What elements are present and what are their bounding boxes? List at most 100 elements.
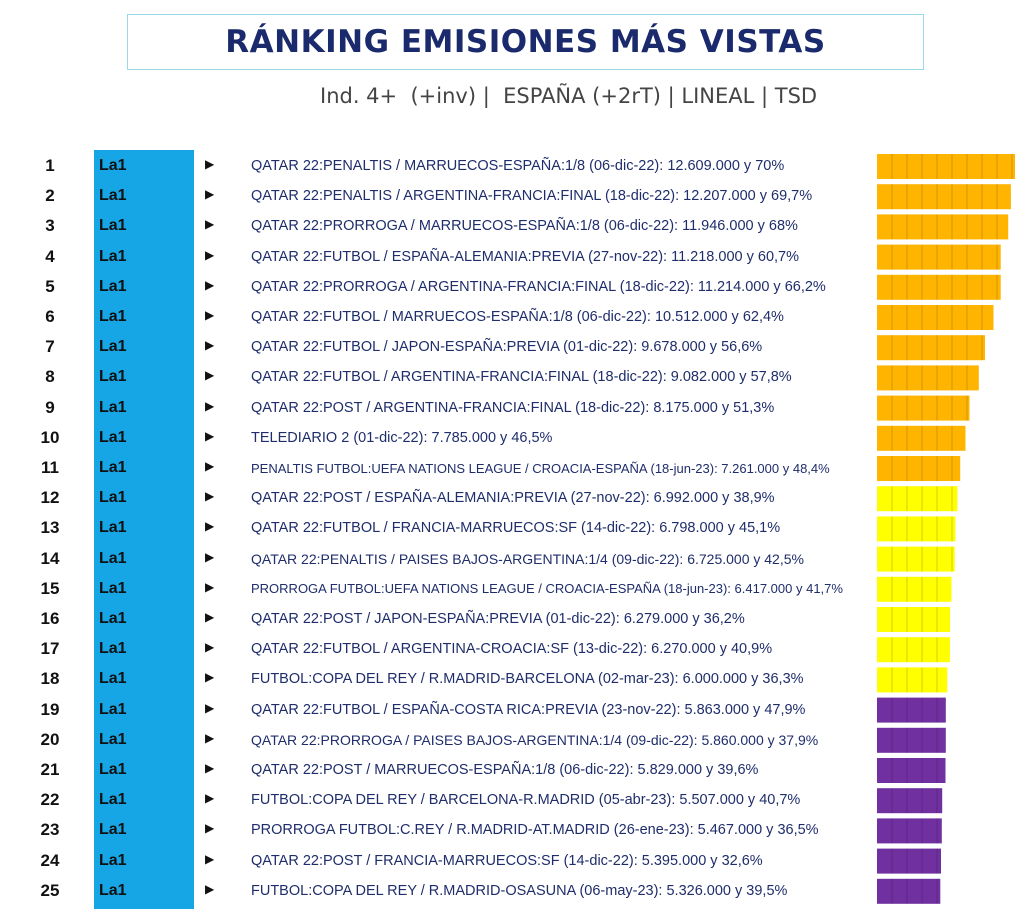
program-label: QATAR 22:PRORROGA / MARRUECOS-ESPAÑA:1/8…	[251, 218, 798, 235]
ranking-row: 1 La1 ▶ QATAR 22:PENALTIS / MARRUECOS-ESPAÑ…	[0, 151, 1024, 181]
arrow-right-icon: ▶	[205, 579, 215, 594]
arrow-right-icon: ▶	[205, 308, 215, 322]
arrow-right-icon: ▶	[205, 549, 215, 564]
program-label: QATAR 22:POST / ARGENTINA-FRANCIA:FINAL …	[251, 399, 775, 416]
arrow-right-icon: ▶	[205, 730, 215, 745]
ranking-row: 2 La1 ▶ QATAR 22:PENALTIS / ARGENTINA-FRANC…	[0, 181, 1024, 211]
rank-number: 6	[45, 307, 55, 326]
channel-label: La1	[99, 670, 127, 688]
arrow-right-icon: ▶	[205, 791, 215, 806]
arrow-right-icon: ▶	[205, 398, 215, 413]
rank-number: 13	[40, 518, 60, 538]
channel-label: La1	[99, 519, 127, 537]
rank-number: 2	[45, 186, 55, 206]
arrow-right-icon: ▶	[205, 368, 215, 383]
arrow-right-icon: ▶	[205, 277, 215, 292]
channel-label: La1	[99, 338, 127, 356]
rank-number: 12	[40, 488, 60, 508]
chart-subtitle: Ind. 4+ (+inv) | ESPAÑA (+2rT) | LINEAL …	[320, 84, 818, 108]
arrow-right-icon: ▶	[205, 700, 215, 715]
program-label: QATAR 22:FUTBOL / ARGENTINA-FRANCIA:FINA…	[251, 369, 792, 386]
arrow-right-icon: ▶	[205, 821, 215, 836]
channel-label: La1	[99, 459, 127, 476]
arrow-right-icon: ▶	[205, 610, 215, 624]
channel-label: La1	[99, 277, 127, 295]
program-label: QATAR 22:PENALTIS / PAISES BAJOS-ARGENTI…	[251, 550, 804, 567]
rank-number: 16	[40, 609, 60, 628]
channel-label: La1	[99, 700, 127, 718]
arrow-right-icon: ▶	[205, 851, 215, 866]
program-label: QATAR 22:FUTBOL / FRANCIA-MARRUECOS:SF (…	[251, 520, 781, 537]
rank-number: 9	[45, 397, 55, 417]
program-label: QATAR 22:POST / JAPON-ESPAÑA:PREVIA (01-…	[251, 611, 745, 627]
rank-number: 10	[40, 427, 60, 447]
ranking-row: 19 La1 ▶ QATAR 22:FUTBOL / ESPAÑA-COSTA RIC…	[0, 695, 1024, 725]
channel-label: La1	[99, 187, 127, 205]
arrow-right-icon: ▶	[205, 217, 215, 232]
arrow-right-icon: ▶	[205, 519, 215, 534]
chart-title: RÁNKING EMISIONES MÁS VISTAS	[225, 24, 826, 60]
program-label: QATAR 22:FUTBOL / JAPON-ESPAÑA:PREVIA (0…	[251, 339, 763, 356]
rank-number: 11	[41, 458, 59, 477]
arrow-right-icon: ▶	[205, 157, 215, 171]
channel-label: La1	[99, 428, 127, 446]
rank-number: 25	[40, 880, 60, 900]
arrow-right-icon: ▶	[205, 761, 215, 775]
rank-number: 21	[40, 760, 60, 779]
rank-number: 5	[45, 276, 55, 296]
channel-label: La1	[99, 308, 127, 325]
arrow-right-icon: ▶	[205, 187, 215, 202]
program-label: QATAR 22:PENALTIS / MARRUECOS-ESPAÑA:1/8…	[251, 158, 785, 174]
rank-number: 18	[40, 669, 60, 689]
ranking-row: 11 La1 ▶ PENALTIS FUTBOL:UEFA NATIONS LEAGU…	[0, 453, 1024, 483]
rank-number: 20	[40, 729, 60, 749]
channel-label: La1	[99, 157, 127, 174]
channel-label: La1	[99, 640, 127, 658]
ranking-row: 14 La1 ▶ QATAR 22:PENALTIS / PAISES BAJOS-A…	[0, 544, 1024, 574]
rank-number: 8	[45, 367, 55, 387]
ranking-row: 20 La1 ▶ QATAR 22:PRORROGA / PAISES BAJOS-A…	[0, 725, 1024, 755]
ranking-row: 8 La1 ▶ QATAR 22:FUTBOL / ARGENTINA-FRANCIA…	[0, 362, 1024, 392]
program-label: FUTBOL:COPA DEL REY / R.MADRID-OSASUNA (…	[251, 882, 788, 899]
rank-number: 19	[40, 699, 60, 719]
channel-label: La1	[99, 549, 127, 567]
ranking-row: 6 La1 ▶ QATAR 22:FUTBOL / MARRUECOS-ESPAÑA:…	[0, 302, 1024, 332]
rank-number: 15	[40, 578, 60, 598]
arrow-right-icon: ▶	[205, 247, 215, 262]
channel-band	[94, 150, 194, 909]
ranking-row: 5 La1 ▶ QATAR 22:PRORROGA / ARGENTINA-FRANC…	[0, 272, 1024, 302]
ranking-row: 9 La1 ▶ QATAR 22:POST / ARGENTINA-FRANCIA:F…	[0, 393, 1024, 423]
ranking-row: 7 La1 ▶ QATAR 22:FUTBOL / JAPON-ESPAÑA:PREV…	[0, 332, 1024, 362]
ranking-row: 4 La1 ▶ QATAR 22:FUTBOL / ESPAÑA-ALEMANIA:P…	[0, 242, 1024, 272]
channel-label: La1	[99, 610, 127, 627]
ranking-row: 24 La1 ▶ QATAR 22:POST / FRANCIA-MARRUECOS:…	[0, 846, 1024, 876]
arrow-right-icon: ▶	[205, 338, 215, 353]
ranking-row: 18 La1 ▶ FUTBOL:COPA DEL REY / R.MADRID-BAR…	[0, 664, 1024, 694]
arrow-right-icon: ▶	[205, 640, 215, 655]
channel-label: La1	[99, 398, 127, 416]
ranking-row: 3 La1 ▶ QATAR 22:PRORROGA / MARRUECOS-ESPAÑ…	[0, 211, 1024, 241]
rank-number: 23	[40, 820, 60, 840]
rank-number: 22	[40, 790, 60, 810]
arrow-right-icon: ▶	[205, 428, 215, 443]
channel-label: La1	[99, 761, 127, 778]
program-label: FUTBOL:COPA DEL REY / BARCELONA-R.MADRID…	[251, 792, 801, 809]
arrow-right-icon: ▶	[205, 489, 215, 504]
ranking-row: 12 La1 ▶ QATAR 22:POST / ESPAÑA-ALEMANIA:PR…	[0, 483, 1024, 513]
rank-number: 3	[45, 216, 55, 236]
program-label: QATAR 22:FUTBOL / ARGENTINA-CROACIA:SF (…	[251, 641, 773, 658]
ranking-row: 13 La1 ▶ QATAR 22:FUTBOL / FRANCIA-MARRUECO…	[0, 513, 1024, 543]
program-label: QATAR 22:POST / ESPAÑA-ALEMANIA:PREVIA (…	[251, 490, 775, 507]
ranking-row: 10 La1 ▶ TELEDIARIO 2 (01-dic-22): 7.785.00…	[0, 423, 1024, 453]
program-label: TELEDIARIO 2 (01-dic-22): 7.785.000 y 46…	[251, 429, 553, 446]
channel-label: La1	[99, 217, 127, 235]
arrow-right-icon: ▶	[205, 881, 215, 896]
arrow-right-icon: ▶	[205, 459, 215, 473]
rank-number: 4	[45, 246, 55, 266]
program-label: QATAR 22:FUTBOL / ESPAÑA-ALEMANIA:PREVIA…	[251, 248, 800, 265]
ranking-row: 16 La1 ▶ QATAR 22:POST / JAPON-ESPAÑA:PREVI…	[0, 604, 1024, 634]
channel-label: La1	[99, 489, 127, 507]
ranking-row: 25 La1 ▶ FUTBOL:COPA DEL REY / R.MADRID-OSA…	[0, 876, 1024, 906]
ranking-row: 22 La1 ▶ FUTBOL:COPA DEL REY / BARCELONA-R.…	[0, 785, 1024, 815]
channel-label: La1	[99, 368, 127, 386]
